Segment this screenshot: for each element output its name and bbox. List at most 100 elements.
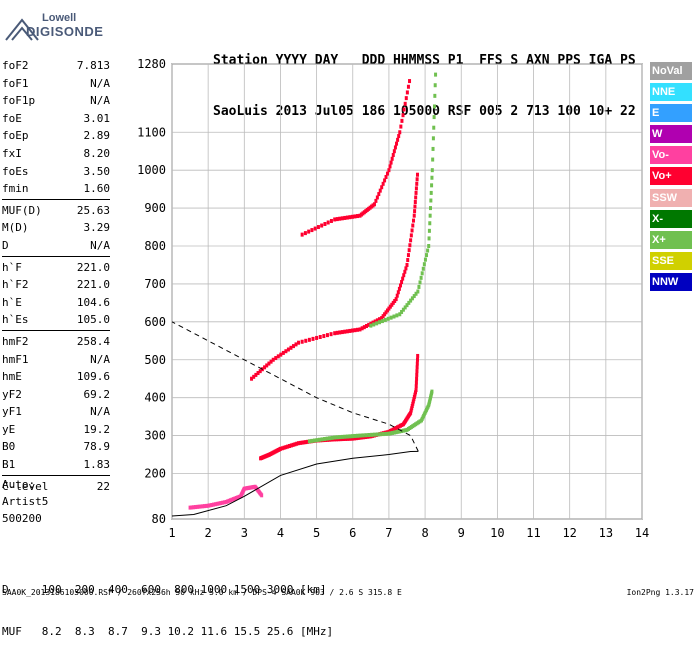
muf-row: MUF 8.2 8.3 8.7 9.3 10.2 11.6 15.5 25.6 … [2,625,334,638]
trace-point [302,440,306,445]
trace-point [307,439,311,444]
trace-point [188,505,192,510]
param-name: hmF2 [2,334,29,348]
trace-point [383,317,387,322]
trace-point [414,384,418,389]
trace-point [335,330,339,335]
trace-point [293,442,297,447]
trace-point [340,437,344,442]
trace-point [430,175,434,180]
trace-point [358,327,362,332]
trace-point [355,327,359,332]
trace-point [297,441,301,446]
trace-point [418,280,422,285]
param-name: h`F2 [2,278,29,292]
trace-point [401,428,405,433]
trace-point [350,328,354,333]
trace-point [404,266,408,271]
param-name: yE [2,422,16,436]
trace-point [378,317,382,322]
trace-point [282,445,286,450]
trace-point [335,217,339,222]
trace-point [286,444,290,449]
trace-point [375,432,379,437]
trace-point [345,329,349,334]
trace-point [384,174,388,179]
trace-point [318,335,322,339]
lowell-digisonde-logo: Lowell DIGISONDE [2,4,122,54]
trace-point [311,336,315,341]
trace-point [298,440,302,445]
legend-item-vo-: Vo+ [650,167,692,186]
trace-point [413,390,417,395]
electron-density-profile [171,450,419,517]
trace-point [354,436,358,441]
y-tick-label: 800 [144,239,166,253]
trace-point [367,322,371,327]
trace-point [304,338,308,343]
trace-point [378,320,382,325]
trace-point [289,443,293,448]
param-row: h`F 221.0 [2,259,110,277]
trace-point [410,404,414,409]
trace-point [416,289,420,294]
param-name: foF2 [2,59,29,72]
trace-point [387,431,391,436]
trace-point [263,365,267,370]
trace-point [213,502,217,507]
trace-point [372,432,376,437]
distance-row: D 100 200 400 600 800 1000 1500 3000 [km… [2,583,327,596]
trace-point [323,436,327,441]
trace-point [383,178,387,183]
x-tick-label: 11 [526,526,540,540]
trace-point [378,188,382,193]
trace-point [394,297,398,302]
trace-point [323,222,327,227]
param-value: 2.89 [83,129,111,143]
trace-point [410,228,414,233]
param-name: hmE [2,370,22,384]
param-name: MUF(D) [2,203,42,217]
trace-point [199,504,203,509]
trace-point [384,431,388,436]
trace-point [407,300,411,305]
trace-point [403,428,407,433]
trace-point [333,217,337,222]
trace-point [413,209,417,214]
param-value: 3.29 [83,221,111,235]
trace-point [432,115,436,120]
trace-point [326,220,330,225]
trace-point [329,332,333,337]
trace-point [291,442,295,447]
y-tick-label: 900 [144,201,166,215]
trace-point [398,283,402,288]
trace-point [353,214,357,219]
trace-point [397,134,401,139]
trace-point [393,145,397,150]
footer-info: SAA0K_2013186105000.RSF / 260fx256h 50 k… [2,588,402,597]
param-value: 22 [96,479,110,493]
trace-point [269,359,273,364]
trace-point [415,177,419,182]
param-value: 109.6 [76,370,110,384]
y-tick-label: 1000 [137,163,166,177]
trace-point [192,505,196,510]
trace-point [284,349,288,354]
trace-point [410,406,414,411]
y-tick-label: 300 [144,429,166,443]
param-value: 1.83 [83,458,111,472]
param-value: 19.2 [83,422,111,436]
trace-point [303,231,307,236]
trace-point [310,438,314,443]
trace-point [217,501,221,506]
trace-point [433,93,437,98]
y-tick-label: 600 [144,315,166,329]
trace-point [221,500,225,505]
legend-item-nnw: NNW [650,272,692,291]
trace-point [355,214,359,219]
y-tick-label: 400 [144,391,166,405]
trace-point [432,104,436,109]
param-row: C-level 22 [2,478,110,496]
param-value: 221.0 [76,260,110,274]
trace-point [375,321,379,326]
